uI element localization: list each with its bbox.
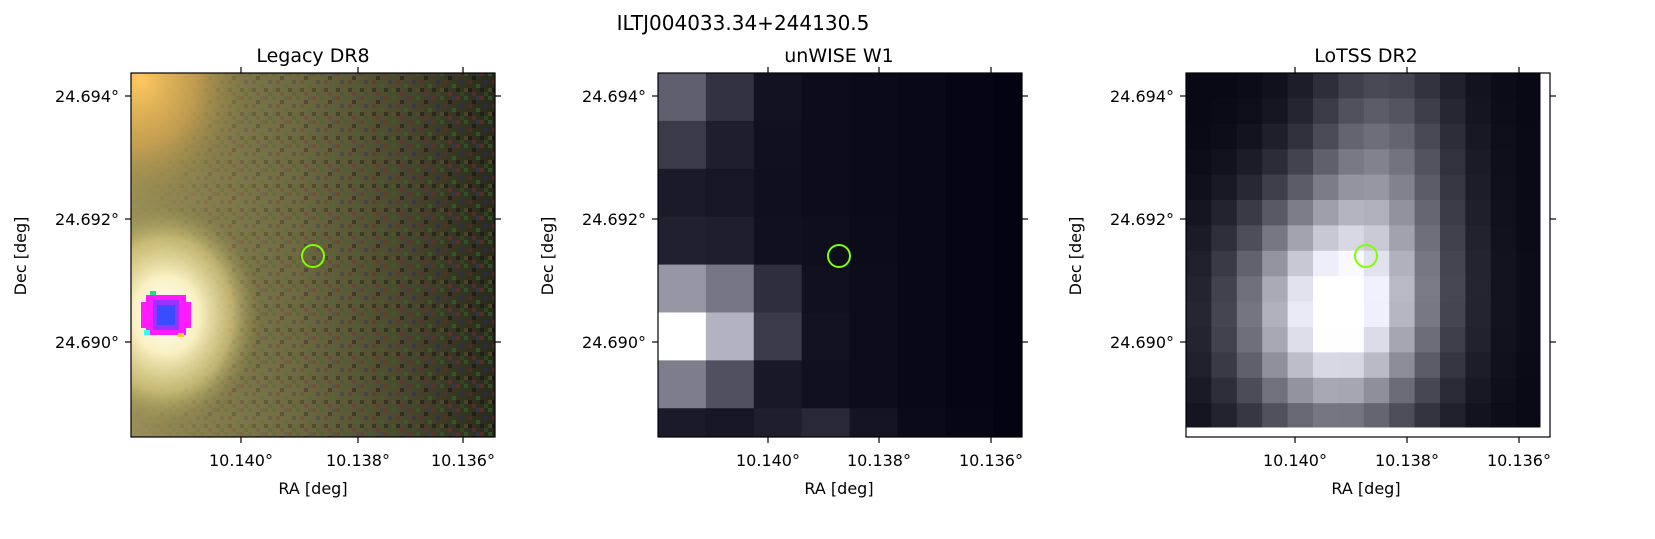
y-tick-label: 24.692° (55, 210, 119, 229)
x-tick-label: 10.140° (209, 451, 273, 470)
x-tick-label: 10.138° (326, 451, 390, 470)
x-axis-label: RA [deg] (1331, 479, 1400, 498)
axis-ticks (652, 67, 1028, 443)
x-tick-label: 10.136° (1487, 451, 1551, 470)
x-tick-label: 10.138° (847, 451, 911, 470)
y-axis-label: Dec [deg] (538, 217, 557, 296)
x-axis-label: RA [deg] (804, 479, 873, 498)
legacy-image (131, 73, 495, 437)
y-tick-label: 24.694° (1110, 87, 1174, 106)
panel-title: unWISE W1 (784, 45, 893, 67)
y-axis-label: Dec [deg] (1066, 217, 1085, 296)
x-tick-label: 10.138° (1375, 451, 1439, 470)
source-marker (1354, 244, 1378, 268)
x-axis-label: RA [deg] (278, 479, 347, 498)
y-axis-label: Dec [deg] (11, 217, 30, 296)
source-marker (301, 244, 325, 268)
figure-title: ILTJ004033.34+244130.5 (617, 11, 870, 35)
x-tick-label: 10.136° (431, 451, 495, 470)
y-tick-label: 24.694° (582, 87, 646, 106)
y-tick-label: 24.690° (55, 333, 119, 352)
x-tick-label: 10.140° (1263, 451, 1327, 470)
panel-title: LoTSS DR2 (1314, 45, 1418, 67)
panel-unwise-w1: unWISE W1 10.140° 10.138° 10.136° 24.694… (538, 45, 1028, 498)
y-tick-label: 24.692° (1110, 210, 1174, 229)
y-tick-label: 24.694° (55, 87, 119, 106)
unwise-image (658, 73, 1023, 438)
axis-ticks (1180, 67, 1556, 443)
lotss-image (1186, 73, 1541, 428)
panel-lotss-dr2: LoTSS DR2 10.140° 10.138° 10.136° 24.694… (1066, 45, 1556, 498)
axis-ticks (125, 67, 501, 443)
x-tick-label: 10.140° (736, 451, 800, 470)
panel-legacy-dr8: Legacy DR8 (11, 45, 501, 498)
x-tick-label: 10.136° (959, 451, 1023, 470)
panel-title: Legacy DR8 (256, 45, 369, 67)
y-tick-label: 24.690° (1110, 333, 1174, 352)
y-tick-label: 24.692° (582, 210, 646, 229)
source-marker (827, 244, 851, 268)
y-tick-label: 24.690° (582, 333, 646, 352)
